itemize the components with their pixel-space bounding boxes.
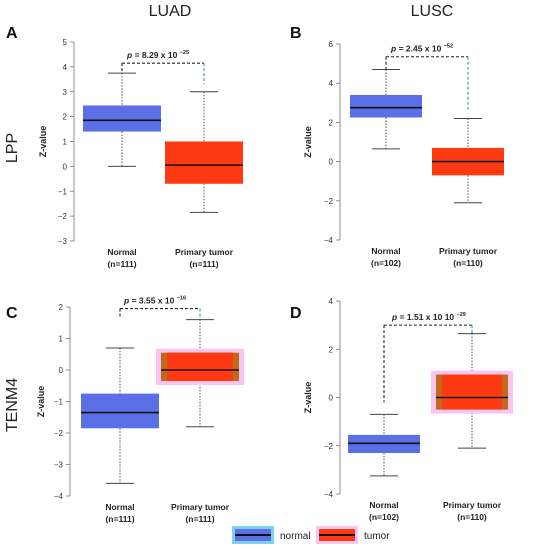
box-body xyxy=(442,374,502,410)
box-body xyxy=(165,141,243,184)
category-count: (n=102) xyxy=(371,258,401,268)
panel-c: C −4 −3 −2 −1 0 1 2 Z-value Normal (n=111) Primary … xyxy=(6,296,244,524)
box-tumor xyxy=(156,319,244,428)
p-value-label: p = 2.45 x 10 −52 xyxy=(390,44,453,54)
category-label: Normal xyxy=(107,247,136,257)
y-tick-label: 4 xyxy=(63,63,68,72)
p-value-label: p = 1.51 x 10 10 −29 xyxy=(391,312,466,322)
category-label: Normal xyxy=(369,500,398,510)
category-label: Normal xyxy=(371,246,400,256)
y-tick-label: −1 xyxy=(58,187,68,196)
y-tick-label: −2 xyxy=(58,212,68,221)
y-tick-label: −2 xyxy=(324,197,334,206)
p-value-label: p = 8.29 x 10 −25 xyxy=(126,50,189,60)
y-tick-label: 1 xyxy=(63,138,68,147)
column-title-luad: LUAD xyxy=(149,3,192,20)
y-tick-label: 6 xyxy=(329,40,334,49)
legend-tumor-label: tumor xyxy=(364,531,390,542)
box-body xyxy=(167,352,233,382)
y-tick-label: 4 xyxy=(329,297,334,306)
row-title-tenm4: TENM4 xyxy=(4,378,21,432)
y-tick-label: −4 xyxy=(324,490,334,499)
significance-bracket xyxy=(119,308,201,320)
significance-bracket xyxy=(383,324,473,403)
y-tick-label: −3 xyxy=(58,237,68,246)
y-axis-label: Z-value xyxy=(38,126,48,158)
category-label: Normal xyxy=(105,502,134,512)
y-axis-label: Z-value xyxy=(303,126,313,158)
y-tick-label: −1 xyxy=(54,398,64,407)
panels: A −3 −2 −1 0 1 2 3 4 5 Z-value Normal (n=111) Primary… xyxy=(6,25,513,524)
panel-letter: A xyxy=(6,25,18,42)
y-tick-label: −4 xyxy=(324,236,334,245)
box-normal xyxy=(81,347,159,484)
significance-bracket xyxy=(385,56,469,111)
box-tumor xyxy=(432,117,504,204)
y-tick-label: −4 xyxy=(54,492,64,501)
panel-b: B −4 −2 0 2 4 6 Z-value Normal (n=102) Primary tum… xyxy=(290,25,504,268)
category-count: (n=102) xyxy=(369,512,399,522)
category-count: (n=111) xyxy=(105,514,134,524)
category-count: (n=110) xyxy=(457,512,487,522)
category-label: Primary tumor xyxy=(439,246,498,256)
panel-letter: B xyxy=(290,25,302,42)
y-tick-label: 0 xyxy=(329,158,334,167)
y-tick-label: 5 xyxy=(63,38,68,47)
panel-d: D −4 −2 0 2 4 Z-value Normal (n=102) Primary tumo… xyxy=(290,297,513,522)
y-tick-label: −2 xyxy=(324,442,334,451)
category-label: Primary tumor xyxy=(171,502,230,512)
y-tick-label: 3 xyxy=(63,88,68,97)
category-count: (n=111) xyxy=(189,259,218,269)
panel-letter: D xyxy=(290,305,302,322)
y-tick-label: 0 xyxy=(329,394,334,403)
category-label: Primary tumor xyxy=(175,247,234,257)
y-tick-label: 0 xyxy=(63,162,68,171)
category-count: (n=110) xyxy=(453,258,483,268)
legend-normal-label: normal xyxy=(280,531,311,542)
y-tick-label: 4 xyxy=(329,79,334,88)
column-title-lusc: LUSC xyxy=(411,3,454,20)
box-body xyxy=(83,105,161,132)
significance-bracket xyxy=(121,62,205,85)
y-tick-label: −2 xyxy=(54,429,64,438)
box-normal xyxy=(350,68,422,150)
y-axis-label: Z-value xyxy=(303,382,313,414)
row-title-lpp: LPP xyxy=(4,133,21,163)
box-body xyxy=(350,94,422,118)
category-count: (n=111) xyxy=(107,259,136,269)
y-tick-label: 2 xyxy=(63,113,68,122)
y-tick-label: 1 xyxy=(59,335,64,344)
y-tick-label: −3 xyxy=(54,461,64,470)
panel-a: A −3 −2 −1 0 1 2 3 4 5 Z-value Normal (n=111) Primary… xyxy=(6,25,243,269)
y-tick-label: 2 xyxy=(59,303,64,312)
box-tumor xyxy=(165,91,243,213)
y-tick-label: 2 xyxy=(329,345,334,354)
box-normal xyxy=(348,413,420,477)
panel-letter: C xyxy=(6,305,18,322)
box-body xyxy=(81,393,159,429)
category-label: Primary tumor xyxy=(443,500,502,510)
box-normal xyxy=(83,72,161,167)
p-value-label: p = 3.55 x 10 −16 xyxy=(123,296,186,306)
y-axis-label: Z-value xyxy=(36,386,46,418)
legend: normal tumor xyxy=(232,526,390,544)
y-tick-label: 0 xyxy=(59,366,64,375)
box-tumor xyxy=(431,333,513,449)
y-tick-label: 2 xyxy=(329,118,334,127)
category-count: (n=111) xyxy=(185,514,214,524)
